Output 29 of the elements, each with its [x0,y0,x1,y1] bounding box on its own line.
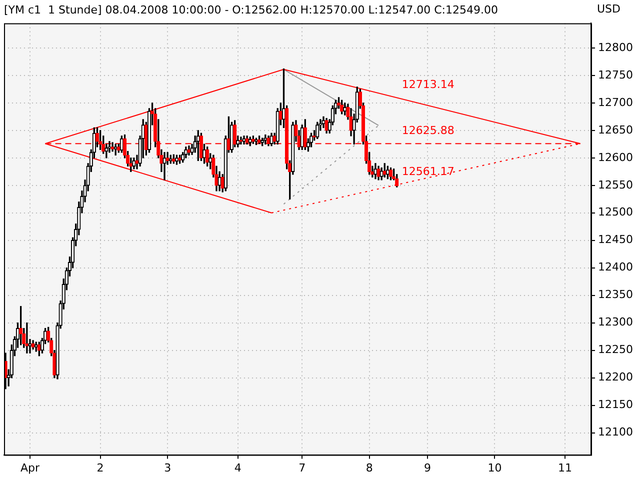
x-tick-label: 9 [424,461,431,474]
chart-title: [YM c1 1 Stunde] 08.04.2008 10:00:00 - O:12562.00 H:12570.00 L:12547.00 C:12549.00 [4,3,498,16]
x-tick-label: 2 [96,461,104,474]
y-tick-label: 12250 [598,343,634,356]
y-tick-label: 12550 [598,178,634,192]
x-tick-label: 10 [488,461,502,474]
y-tick-label: 12350 [598,288,634,302]
y-tick-label: 12650 [598,123,634,136]
x-tick-label: 3 [164,461,172,474]
series-label: 12625.88 [402,124,454,137]
y-tick-label: 12600 [598,150,634,164]
y-tick-label: 12750 [598,68,634,82]
x-tick-label: 11 [558,461,572,474]
y-tick-label: 12450 [598,233,634,246]
y-tick-label: 12150 [598,398,634,412]
x-tick-label: 8 [366,461,373,474]
y-axis-title: USD [597,2,621,16]
y-tick-label: 12400 [598,260,634,274]
y-tick-label: 12200 [598,370,634,384]
y-tick-label: 12800 [598,40,634,54]
x-tick-label: 4 [234,461,242,474]
x-tick-label: Apr [20,461,40,474]
y-tick-label: 12300 [598,316,634,329]
y-tick-label: 12100 [598,426,634,439]
series-label: 12713.14 [402,78,454,92]
series-label: 12561.17 [402,165,454,178]
y-tick-label: 12500 [598,206,634,219]
y-tick-label: 12700 [598,96,634,109]
x-tick-label: 7 [298,461,306,474]
